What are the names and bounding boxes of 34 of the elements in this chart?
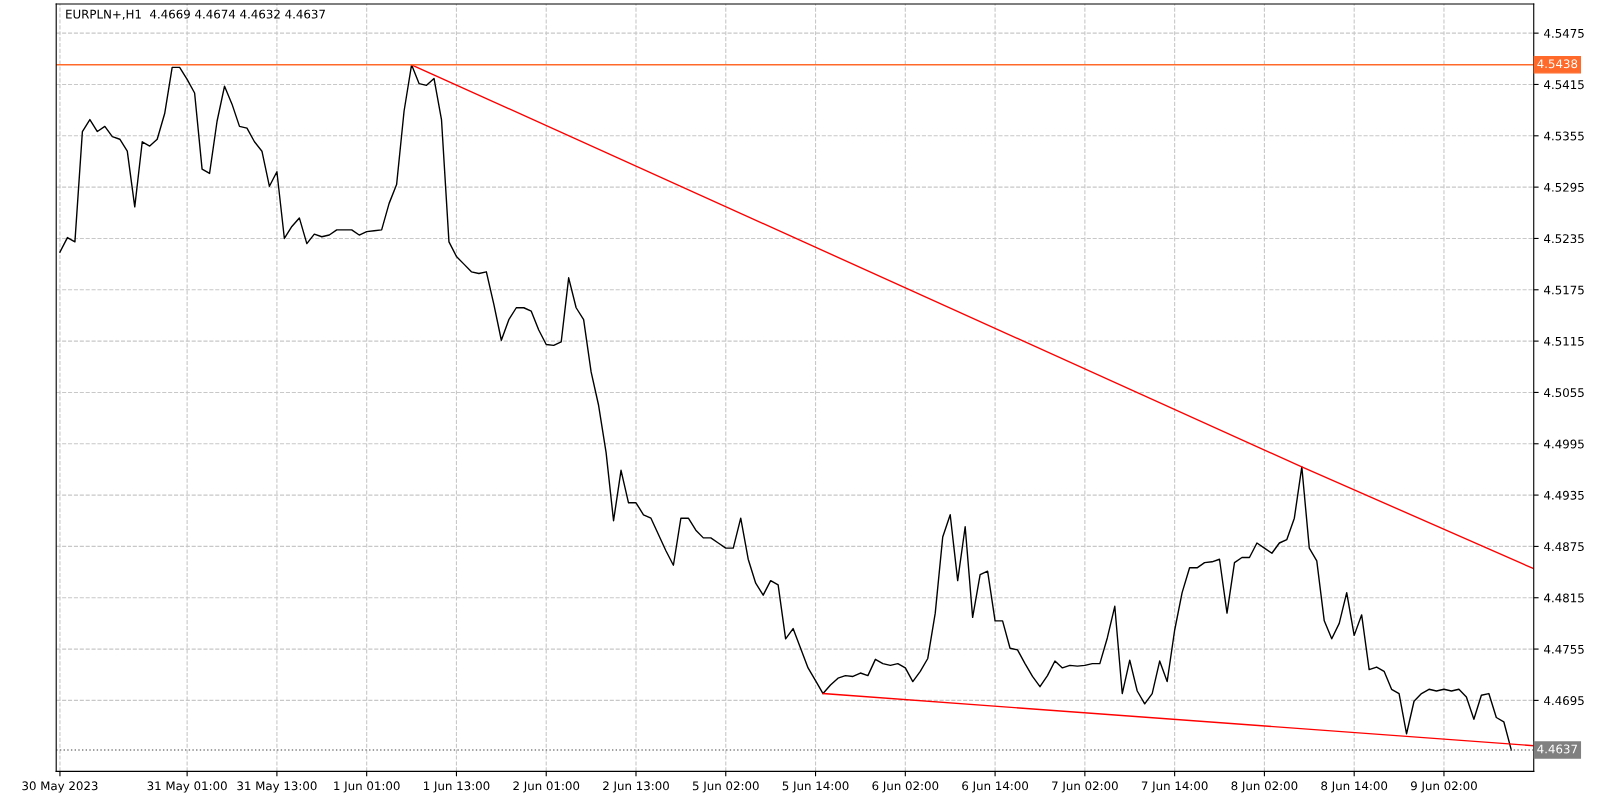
- x-tick-label: 31 May 13:00: [237, 781, 317, 793]
- y-tick-label: 4.4815: [1544, 593, 1584, 603]
- x-tick-label: 6 Jun 02:00: [872, 781, 939, 793]
- y-tick-label: 4.5355: [1544, 131, 1584, 141]
- y-tick-label: 4.5475: [1544, 29, 1584, 38]
- y-tick-label: 4.4995: [1544, 439, 1584, 449]
- x-tick-label: 8 Jun 02:00: [1231, 781, 1298, 793]
- x-tick-label: 30 May 2023: [22, 781, 98, 793]
- y-tick-label: 4.5295: [1544, 182, 1584, 192]
- y-tick-label: 4.5115: [1544, 336, 1584, 346]
- x-tick-label: 6 Jun 14:00: [962, 781, 1029, 793]
- chart-title: EURPLN+,H1 4.4669 4.4674 4.4632 4.4637: [66, 9, 325, 20]
- x-tick-label: 2 Jun 01:00: [513, 781, 580, 793]
- y-tick-label: 4.5175: [1544, 285, 1584, 295]
- y-tick-label: 4.4875: [1544, 542, 1584, 552]
- y-tick-label: 4.5055: [1544, 388, 1584, 398]
- x-tick-label: 31 May 01:00: [147, 781, 227, 793]
- x-tick-label: 7 Jun 02:00: [1052, 781, 1118, 793]
- x-tick-label: 9 Jun 02:00: [1410, 781, 1477, 793]
- ref-line-label: 4.5438: [1537, 59, 1578, 69]
- y-tick-label: 4.5415: [1544, 80, 1584, 90]
- x-tick-label: 8 Jun 14:00: [1321, 781, 1388, 793]
- y-tick-label: 4.5235: [1544, 234, 1584, 244]
- ref-line-label: 4.4637: [1537, 744, 1577, 754]
- x-tick-label: 5 Jun 02:00: [692, 781, 759, 793]
- x-tick-label: 7 Jun 14:00: [1141, 781, 1208, 793]
- line-series: [59, 64, 1512, 751]
- y-tick-label: 4.4695: [1544, 696, 1584, 706]
- x-tick-label: 5 Jun 14:00: [782, 781, 849, 793]
- x-tick-label: 1 Jun 13:00: [424, 781, 490, 793]
- y-tick-label: 4.4935: [1544, 490, 1584, 500]
- y-tick-label: 4.4755: [1544, 644, 1584, 654]
- x-tick-label: 2 Jun 13:00: [603, 781, 669, 793]
- x-tick-label: 1 Jun 01:00: [334, 781, 400, 793]
